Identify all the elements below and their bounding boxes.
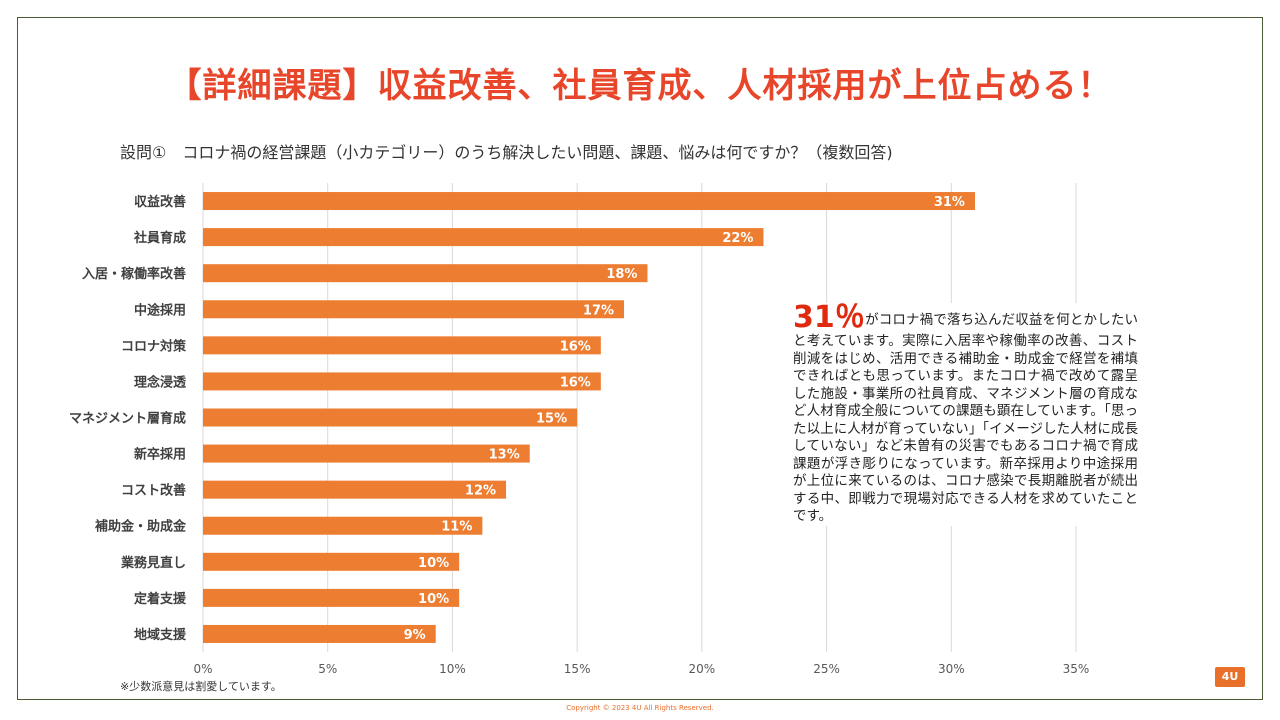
slide-title: 【詳細課題】収益改善、社員育成、人材採用が上位占める！ (167, 66, 1113, 106)
category-label: 地域支援 (134, 627, 187, 643)
bar-value-label: 18% (606, 267, 637, 282)
category-label: 理念浸透 (134, 374, 186, 390)
category-label: 社員育成 (133, 230, 186, 246)
category-label: 入居・稼働率改善 (82, 266, 186, 282)
bar-value-label: 10% (418, 556, 449, 571)
category-label: 補助金・助成金 (94, 519, 187, 535)
bar (203, 480, 507, 499)
bar (203, 228, 764, 247)
chart-subtitle: 設問① コロナ禍の経営課題（小カテゴリー）のうち解決したい問題、課題、悩みは何で… (120, 143, 893, 162)
bar (203, 336, 601, 355)
bar (203, 516, 483, 535)
bar (203, 624, 436, 643)
slide-frame (17, 17, 1263, 700)
annotation-highlight: 31％ (793, 300, 866, 335)
bar (203, 372, 601, 391)
category-label: コスト改善 (121, 483, 186, 499)
bar-value-label: 9% (404, 628, 426, 643)
category-label: 定着支援 (133, 591, 187, 607)
x-tick-label: 35% (1063, 662, 1090, 676)
x-tick-label: 30% (938, 662, 965, 676)
bar-value-label: 31% (934, 195, 965, 210)
x-tick-label: 0% (193, 662, 212, 676)
footnote: ※少数派意見は割愛しています。 (120, 680, 282, 693)
category-label: 新卒採用 (134, 447, 186, 463)
bar-value-label: 16% (560, 375, 591, 390)
bar (203, 408, 578, 427)
bar-value-label: 11% (441, 520, 472, 535)
copyright-text: Copyright © 2023 4U All Rights Reserved. (566, 704, 714, 712)
bar-value-label: 16% (560, 339, 591, 354)
bar (203, 264, 648, 283)
x-tick-label: 15% (564, 662, 591, 676)
x-tick-label: 25% (813, 662, 840, 676)
bar (203, 588, 460, 607)
bar (203, 192, 975, 211)
bar-value-label: 10% (418, 592, 449, 607)
bar (203, 552, 460, 571)
category-label: 収益改善 (134, 194, 186, 210)
category-label: 中途採用 (134, 302, 186, 318)
bar (203, 444, 530, 463)
bar-value-label: 12% (465, 484, 496, 499)
bar-value-label: 22% (722, 231, 753, 246)
x-tick-label: 5% (318, 662, 337, 676)
x-tick-label: 20% (689, 662, 716, 676)
category-label: マネジメント層育成 (69, 411, 186, 427)
annotation-text: がコロナ禍で落ち込んだ収益を何とかしたいと考えています。実際に入居率や稼働率の改… (793, 312, 1139, 524)
page-badge: 4U (1215, 667, 1245, 687)
annotation-box: 31％がコロナ禍で落ち込んだ収益を何とかしたいと考えています。実際に入居率や稼働… (793, 303, 1138, 526)
bar-value-label: 17% (583, 303, 614, 318)
bar-value-label: 15% (536, 412, 567, 427)
category-label: コロナ対策 (121, 338, 187, 354)
x-tick-label: 10% (439, 662, 466, 676)
bar-value-label: 13% (489, 448, 520, 463)
category-label: 業務見直し (120, 555, 186, 571)
bar (203, 300, 625, 319)
